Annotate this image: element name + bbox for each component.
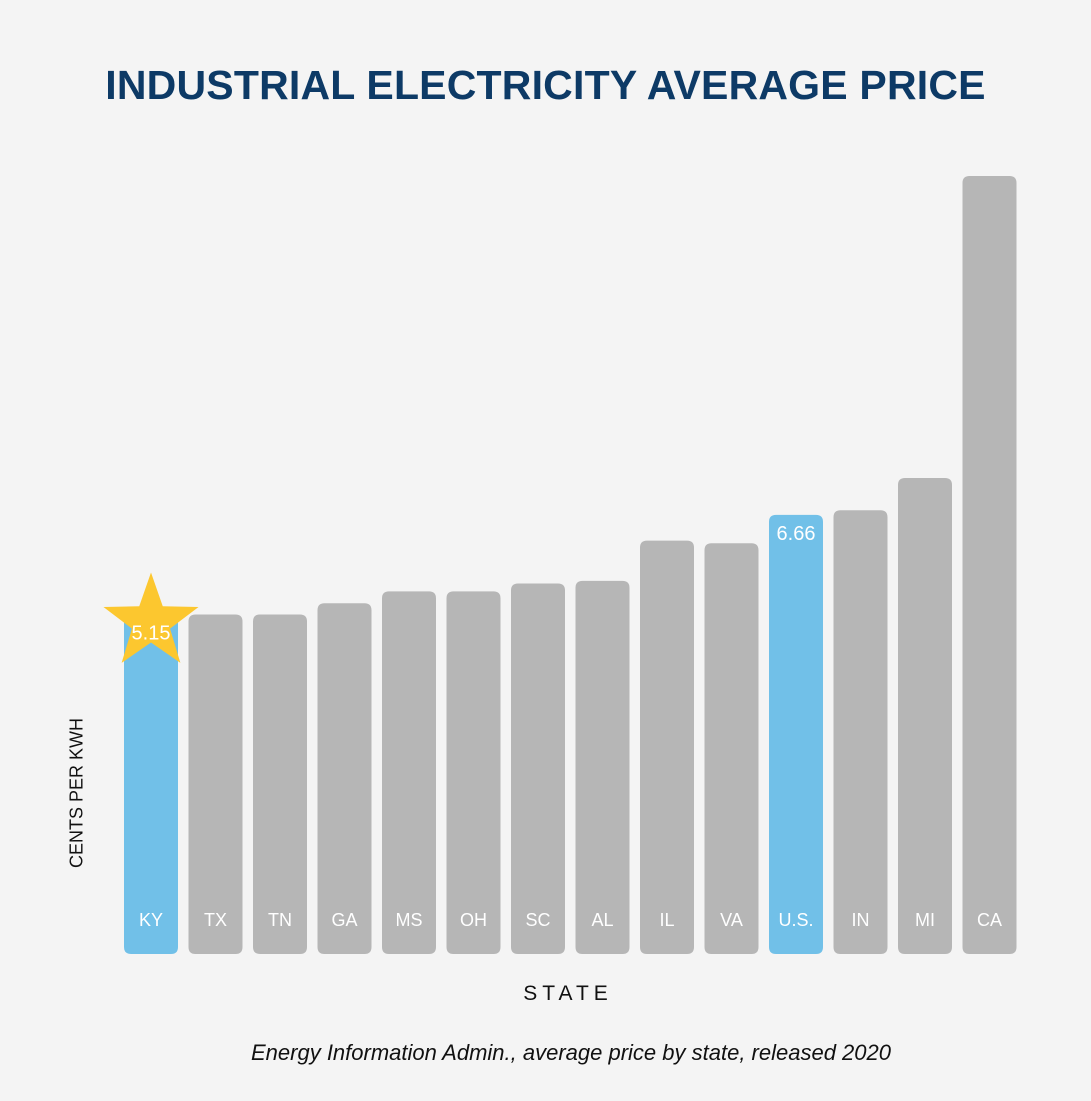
tick-label-tx: TX bbox=[204, 910, 227, 930]
tick-label-ca: CA bbox=[977, 910, 1002, 930]
bar-sc bbox=[511, 583, 565, 954]
bar-va bbox=[704, 543, 759, 954]
tick-label-sc: SC bbox=[525, 910, 550, 930]
tick-label-al: AL bbox=[591, 910, 613, 930]
bar-tn bbox=[253, 614, 307, 954]
bar-oh bbox=[446, 591, 501, 954]
y-axis-label: CENTS PER KWH bbox=[66, 717, 87, 869]
labels-layer: KY 5.15 TX TN GA MS OH SC AL IL VA U.S. 6.66 IN MI CA bbox=[132, 523, 1002, 930]
tick-label-il: IL bbox=[659, 910, 674, 930]
star-icon bbox=[103, 572, 199, 663]
tick-label-in: IN bbox=[852, 910, 870, 930]
tick-label-tn: TN bbox=[268, 910, 292, 930]
x-axis-label: STATE bbox=[523, 982, 613, 1005]
tick-label-va: VA bbox=[720, 910, 743, 930]
bar-ms bbox=[382, 591, 436, 954]
source-note: Energy Information Admin., average price… bbox=[251, 1040, 891, 1065]
bar-mi bbox=[898, 477, 952, 954]
data-label-u-s: 6.66 bbox=[777, 523, 816, 545]
tick-label-mi: MI bbox=[915, 910, 935, 930]
bars-layer bbox=[103, 176, 1017, 954]
bar-tx bbox=[188, 614, 243, 954]
tick-label-ky: KY bbox=[139, 910, 163, 930]
bar-in bbox=[833, 510, 888, 954]
chart-title: INDUSTRIAL ELECTRICITY AVERAGE PRICE bbox=[105, 62, 986, 108]
tick-label-oh: OH bbox=[460, 910, 487, 930]
bar-al bbox=[575, 580, 630, 954]
data-label-ky: 5.15 bbox=[132, 623, 171, 645]
bar-ca bbox=[962, 176, 1017, 954]
tick-label-ga: GA bbox=[331, 910, 357, 930]
bar-il bbox=[640, 540, 694, 954]
tick-label-u-s: U.S. bbox=[778, 910, 813, 930]
tick-label-ms: MS bbox=[396, 910, 423, 930]
bar-u-s bbox=[769, 514, 823, 954]
bar-ga bbox=[317, 603, 372, 954]
bar-ky bbox=[124, 614, 178, 954]
